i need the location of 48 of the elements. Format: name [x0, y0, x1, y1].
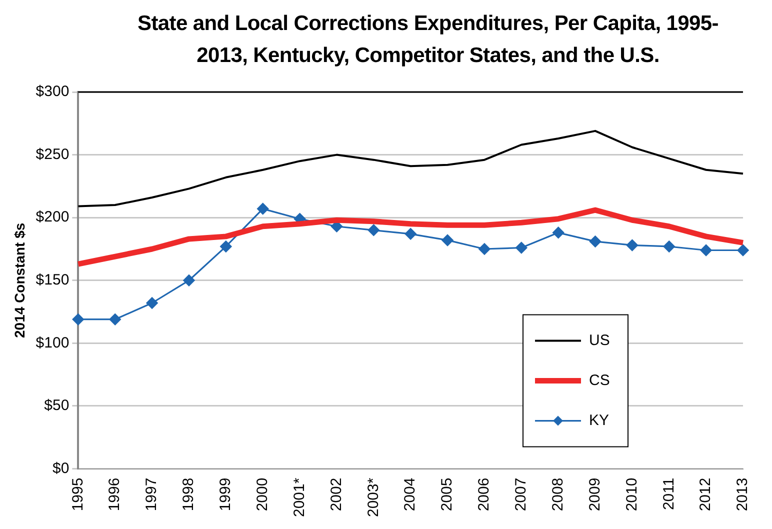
y-tick-label: $200: [36, 208, 70, 226]
point: [404, 228, 416, 240]
point: [183, 274, 195, 286]
legend-label: KY: [589, 412, 610, 429]
x-tick-label: 1999: [217, 478, 234, 512]
x-tick-label: 2011: [660, 478, 678, 510]
point: [146, 297, 158, 309]
x-tick-label: 2010: [623, 478, 640, 512]
point: [700, 244, 712, 256]
y-tick-label: $0: [52, 460, 70, 477]
point: [663, 240, 675, 252]
y-tick-label: $100: [36, 334, 70, 352]
x-tick-label: 2006: [476, 478, 493, 512]
x-tick-label: 1996: [106, 478, 124, 512]
point: [368, 224, 380, 236]
x-tick-label: 2013: [734, 478, 752, 512]
x-tick-label: 2004: [402, 478, 419, 512]
point: [478, 243, 490, 255]
x-tick-label: 2005: [438, 478, 456, 512]
x-tick-label: 1998: [180, 478, 198, 512]
y-axis-title: 2014 Constant $s: [11, 222, 28, 338]
x-tick-label: 2012: [697, 478, 714, 512]
point: [626, 239, 638, 252]
point: [589, 236, 602, 248]
point: [737, 244, 749, 256]
y-tick-label: $150: [36, 272, 70, 289]
x-tick-label: 2002: [328, 478, 345, 512]
x-tick-label: 2008: [549, 478, 566, 512]
point: [442, 234, 454, 246]
chart-title: State and Local Corrections Expenditures, Per Capita, 1995-2013, Kentucky, Competitor States, and the U.S.: [136, 11, 720, 69]
point: [220, 240, 232, 252]
point: [552, 226, 564, 238]
legend-label: CS: [589, 372, 610, 389]
point: [257, 203, 269, 215]
x-tick-label: 2007: [512, 478, 530, 512]
legend-label: US: [589, 332, 610, 349]
y-tick-label: $250: [36, 146, 70, 163]
point: [516, 242, 528, 254]
x-tick-label: 2003*: [364, 478, 382, 518]
x-tick-label: 1995: [69, 478, 86, 512]
y-tick-label: $300: [36, 83, 70, 100]
point: [72, 314, 84, 326]
y-tick-label: $50: [44, 397, 70, 414]
x-tick-label: 1997: [143, 478, 160, 512]
x-tick-label: 2001*: [290, 478, 308, 518]
x-tick-label: 2000: [254, 478, 271, 512]
point: [109, 314, 121, 326]
x-tick-label: 2009: [586, 478, 604, 512]
